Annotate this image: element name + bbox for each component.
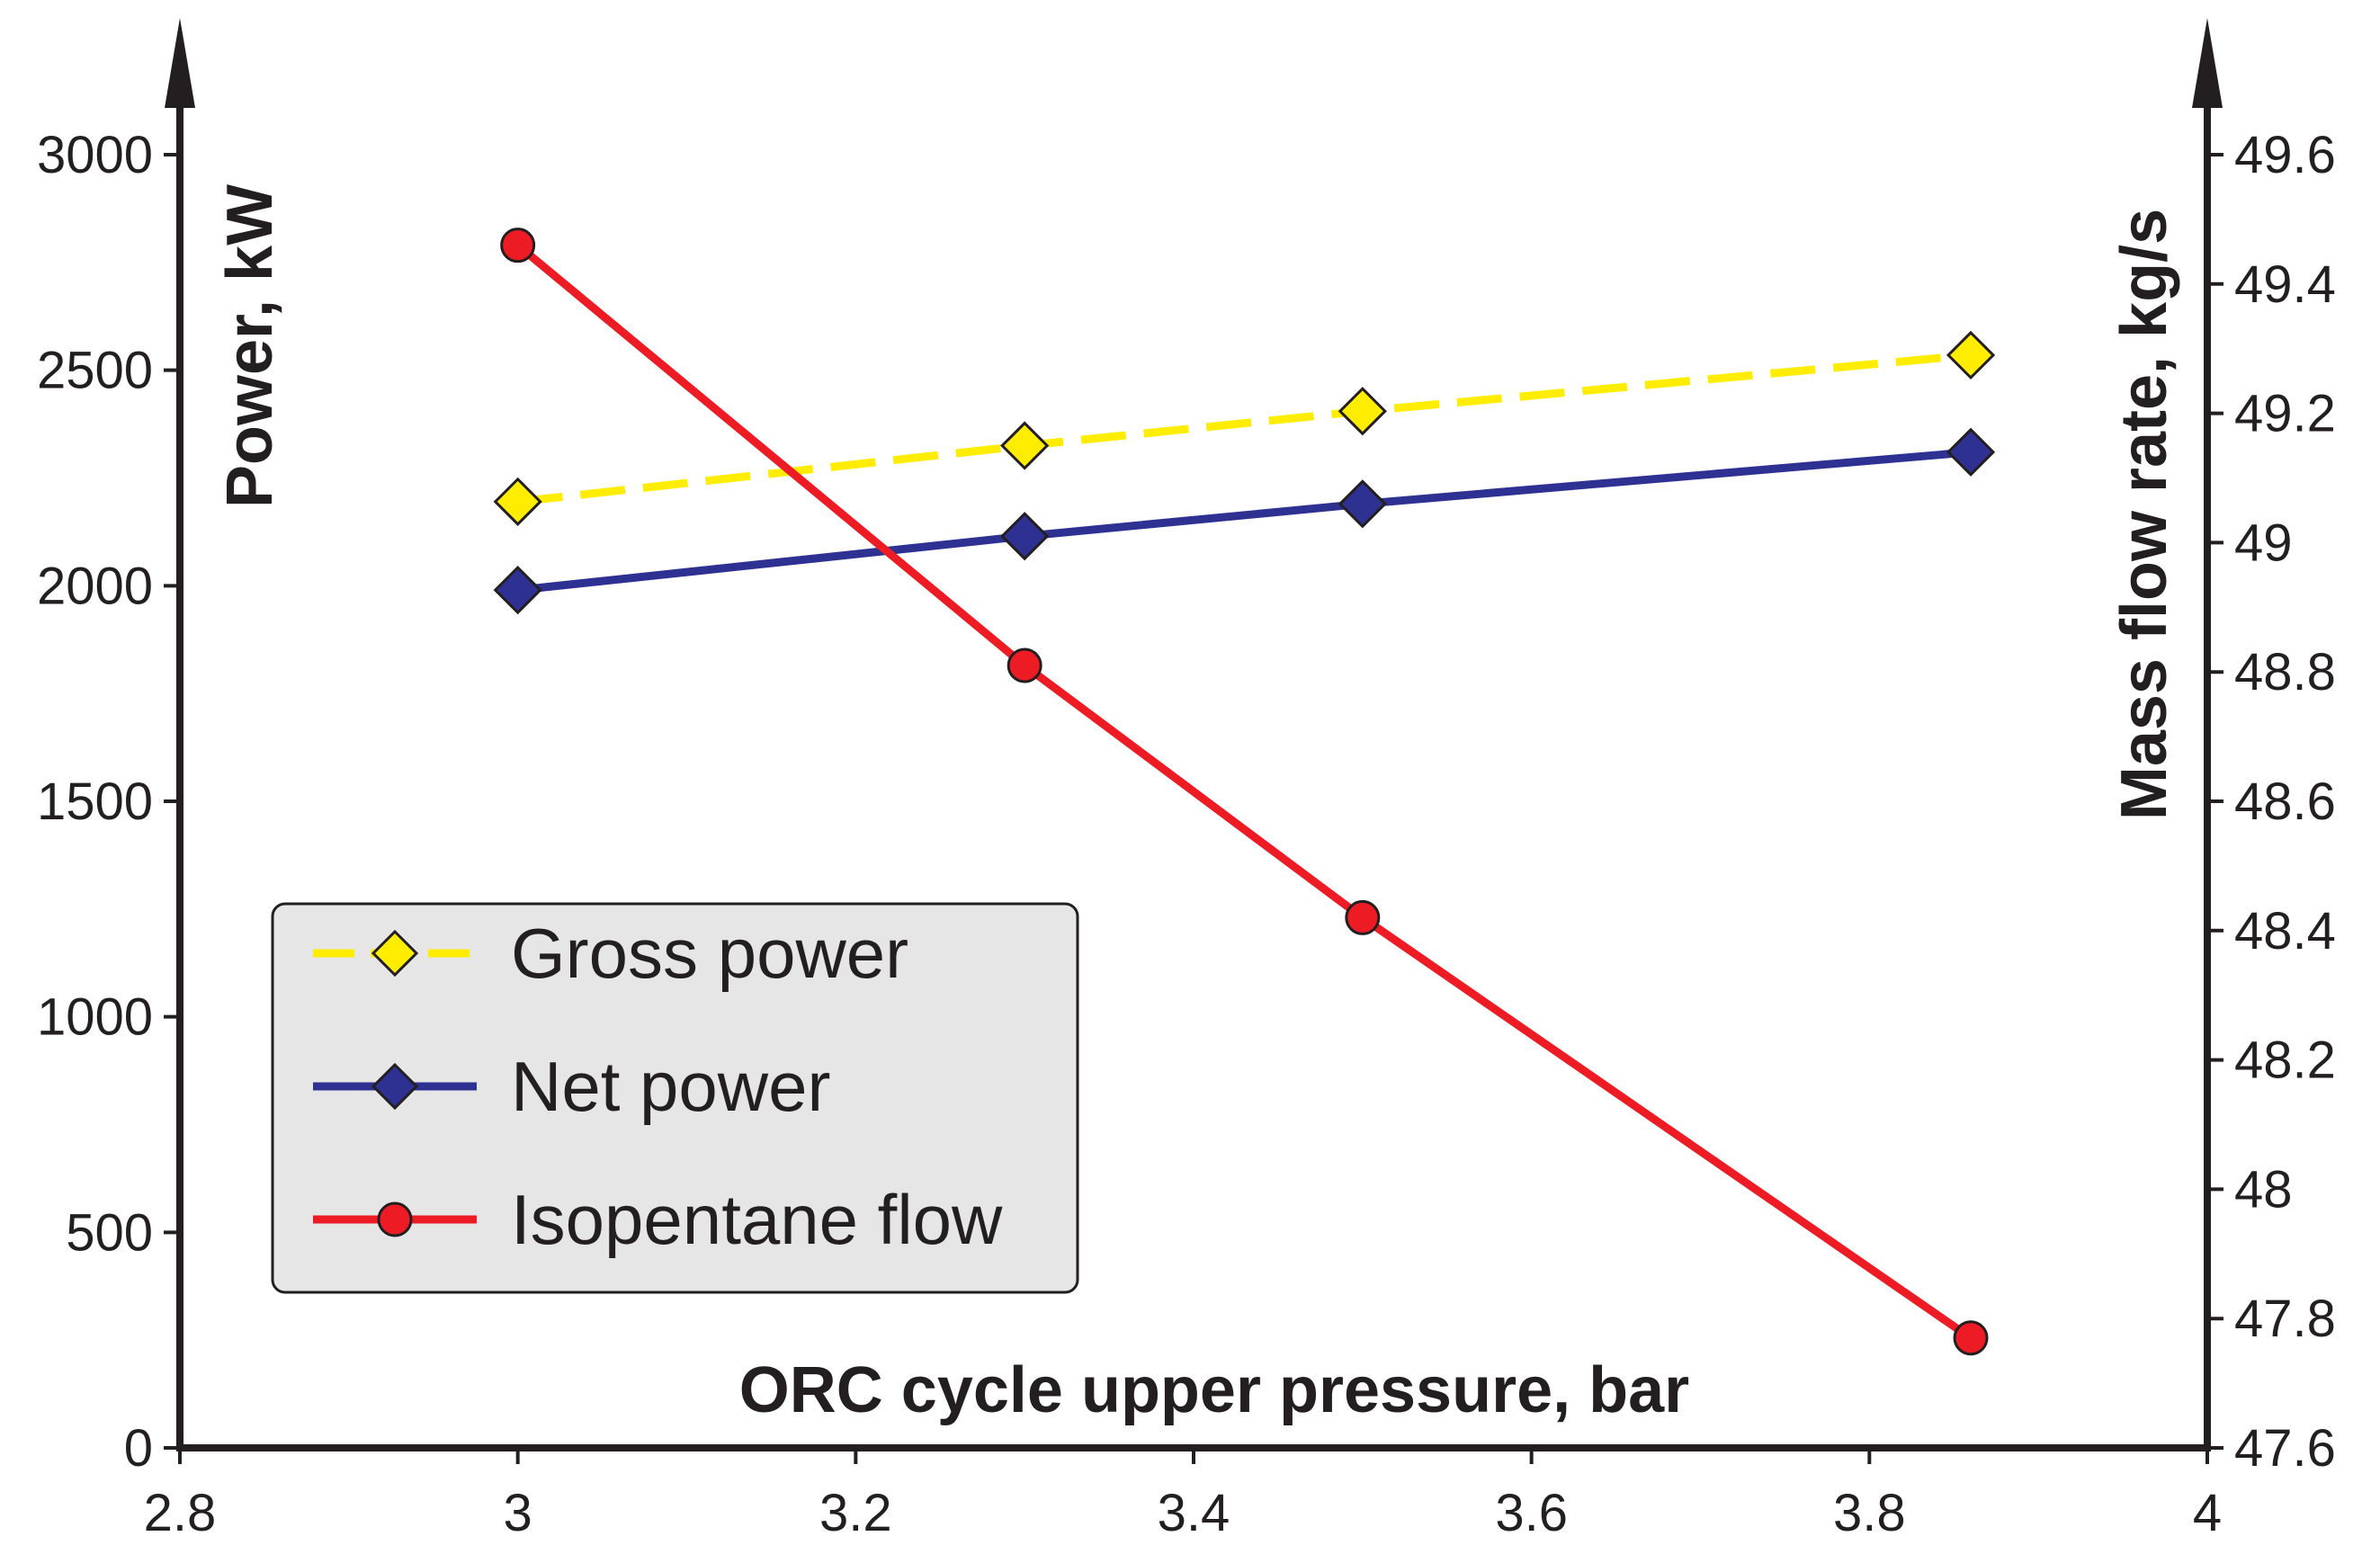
series-line-isopentane-flow: [514, 242, 1973, 1342]
series-line-gross-power: [517, 351, 1972, 506]
x-tick-label: 3.4: [1158, 1484, 1230, 1542]
y-left-tick-label: 500: [66, 1203, 153, 1262]
legend-marker-net-power: [371, 1062, 419, 1111]
y-right-tick-label: 47.8: [2234, 1290, 2336, 1348]
x-tick-label: 3: [504, 1484, 532, 1542]
y-left-tick-label: 1500: [37, 773, 153, 831]
series-line-net-power: [517, 448, 1972, 594]
y-left-tick-label: 2000: [37, 557, 153, 615]
data-point-gross-power: [493, 477, 542, 526]
legend-label-gross-power: Gross power: [511, 914, 908, 993]
y-left-tick-label: 2500: [37, 342, 153, 400]
data-point-isopentane-flow: [1953, 1320, 1989, 1356]
y-right-tick-label: 49.4: [2234, 255, 2336, 314]
x-ticks: 2.8 3 3.2 3.4 3.6 3.8 4: [144, 1448, 2222, 1542]
y-right-tick-label: 48.2: [2234, 1032, 2336, 1090]
data-point-isopentane-flow: [500, 228, 536, 263]
y-right-tick-label: 48.6: [2234, 773, 2336, 831]
data-point-isopentane-flow: [1007, 648, 1042, 683]
y-right-axis-title: Mass flow rate, kg/s: [2108, 209, 2180, 820]
data-point-net-power: [1338, 479, 1387, 529]
legend-item-isopentane-flow: Isopentane flow: [313, 1180, 1003, 1259]
x-axis-title: ORC cycle upper pressure, bar: [739, 1354, 1689, 1426]
legend-box: [271, 902, 1079, 1294]
y-right-tick-label: 48.4: [2234, 902, 2336, 960]
legend-item-net-power: Net power: [313, 1047, 831, 1126]
y-left-axis-title: Power, kW: [214, 184, 286, 508]
legend-item-gross-power: Gross power: [313, 914, 908, 993]
left-y-axis-arrow: [165, 18, 195, 108]
y-left-ticks: 0 500 1000 1500 2000 2500 3000: [37, 126, 180, 1478]
y-right-tick-label: 48: [2234, 1160, 2293, 1219]
x-tick-label: 4: [2193, 1484, 2222, 1542]
data-point-net-power: [1000, 512, 1050, 561]
y-right-tick-label: 49.6: [2234, 126, 2336, 184]
x-tick-label: 3.2: [819, 1484, 892, 1542]
series-group: [493, 228, 1996, 1356]
data-point-gross-power: [1338, 387, 1387, 436]
y-left-tick-label: 1000: [37, 988, 153, 1047]
x-tick-label: 3.6: [1495, 1484, 1568, 1542]
right-y-axis-arrow: [2192, 18, 2223, 108]
legend: Gross power Net power Isopentane flow: [271, 902, 1079, 1294]
legend-marker-isopentane-flow: [377, 1201, 413, 1237]
legend-label-isopentane-flow: Isopentane flow: [511, 1180, 1003, 1259]
x-tick-label: 2.8: [144, 1484, 217, 1542]
y-left-tick-label: 3000: [37, 126, 153, 184]
y-left-tick-label: 0: [124, 1419, 153, 1478]
y-right-tick-label: 48.8: [2234, 643, 2336, 701]
data-point-gross-power: [1000, 421, 1050, 470]
legend-label-net-power: Net power: [511, 1047, 831, 1126]
data-point-gross-power: [1946, 330, 1996, 380]
y-right-tick-label: 49.2: [2234, 385, 2336, 443]
data-point-net-power: [493, 566, 542, 615]
y-right-tick-label: 49: [2234, 514, 2293, 572]
data-point-isopentane-flow: [1345, 899, 1381, 935]
x-tick-label: 3.8: [1833, 1484, 1906, 1542]
data-point-net-power: [1946, 427, 1996, 477]
y-right-tick-label: 47.6: [2234, 1419, 2336, 1478]
y-right-ticks: 47.6 47.8 48 48.2 48.4 48.6 48.8 49 49.2 49.4 49.6: [2207, 126, 2336, 1478]
legend-marker-gross-power: [371, 929, 419, 978]
